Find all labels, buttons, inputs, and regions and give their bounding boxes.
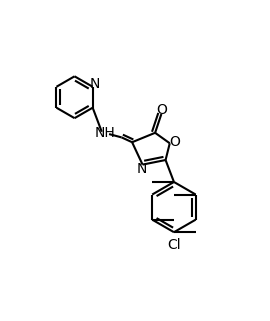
Text: Cl: Cl — [167, 238, 181, 252]
Text: N: N — [89, 77, 100, 91]
Text: N: N — [136, 162, 147, 176]
Text: O: O — [169, 134, 180, 149]
Text: NH: NH — [94, 126, 115, 140]
Text: O: O — [156, 103, 167, 117]
